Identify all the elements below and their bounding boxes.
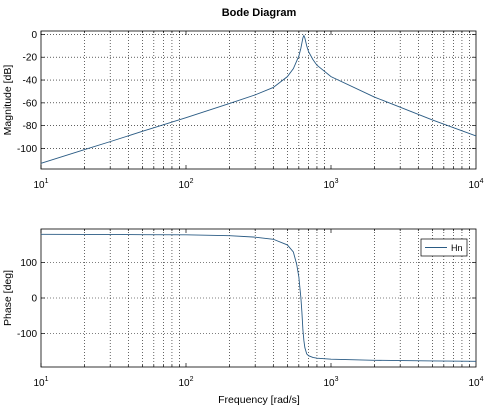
phase-x-ticks: 101 102 103 104: [33, 229, 484, 389]
phase-ylabel: Phase [deg]: [2, 270, 14, 326]
legend-label-hn: Hn: [451, 243, 463, 253]
magnitude-series-line: [40, 34, 477, 164]
magnitude-ylabel: Magnitude [dB]: [2, 65, 14, 136]
magnitude-y-tick-label: 0: [31, 30, 37, 41]
magnitude-y-tick-label: -100: [17, 144, 37, 155]
magnitude-y-tick-label: -40: [23, 76, 38, 87]
magnitude-x-ticks: 101 102 103 104: [33, 31, 484, 191]
phase-grid: [41, 229, 476, 367]
magnitude-x-tick-label: 102: [178, 178, 193, 191]
legend: Hn: [420, 238, 468, 257]
phase-plot: 100 0 -100 101 102 103 104 Phase [deg] Hn: [2, 228, 484, 389]
magnitude-plot-frame: [40, 30, 477, 170]
magnitude-x-tick-label: 101: [33, 178, 48, 191]
xlabel: Frequency [rad/s]: [218, 394, 300, 406]
phase-y-tick-label: 100: [20, 258, 37, 269]
magnitude-x-tick-label: 103: [323, 178, 338, 191]
magnitude-plot: 0 -20 -40 -60 -80 -100 101 102 103 104 Magnitude…: [2, 30, 484, 191]
magnitude-y-ticks: 0 -20 -40 -60 -80 -100: [17, 30, 476, 155]
magnitude-y-tick-label: -20: [23, 53, 38, 64]
phase-y-tick-label: 0: [31, 294, 37, 305]
phase-x-tick-label: 101: [33, 376, 48, 389]
phase-x-tick-label: 104: [468, 376, 483, 389]
phase-x-tick-label: 103: [323, 376, 338, 389]
magnitude-grid: [41, 31, 476, 169]
figure-title: Bode Diagram: [222, 7, 297, 19]
magnitude-y-tick-label: -60: [23, 98, 38, 109]
phase-x-tick-label: 102: [178, 376, 193, 389]
magnitude-x-tick-label: 104: [468, 178, 483, 191]
phase-y-ticks: 100 0 -100: [17, 258, 476, 340]
phase-y-tick-label: -100: [17, 329, 37, 340]
phase-series-line: [40, 233, 477, 362]
magnitude-y-tick-label: -80: [23, 121, 38, 132]
